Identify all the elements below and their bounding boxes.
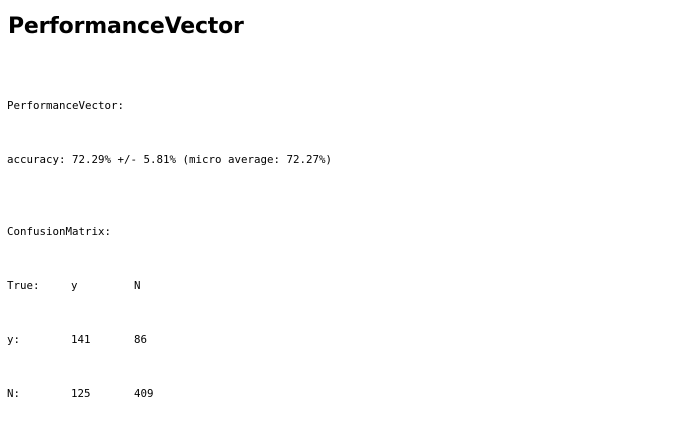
output-header: PerformanceVector: bbox=[7, 99, 125, 112]
matrix-header-cell: True: bbox=[7, 279, 40, 292]
matrix-cell: 86 bbox=[134, 333, 148, 346]
matrix-cell: 409 bbox=[134, 387, 154, 400]
matrix-cell: 125 bbox=[71, 387, 91, 400]
matrix-header-cell: N bbox=[134, 279, 141, 292]
confusion-matrix-row: y: 141 86 bbox=[7, 331, 508, 349]
matrix-row-label: N: bbox=[7, 387, 21, 400]
performance-vector-output: PerformanceVector: accuracy: 72.29% +/- … bbox=[7, 61, 508, 438]
confusion-matrix-header-row: True: y N bbox=[7, 277, 508, 295]
matrix-header-cell: y bbox=[71, 279, 78, 292]
matrix-row-label: y: bbox=[7, 333, 21, 346]
page-title: PerformanceVector bbox=[8, 14, 244, 39]
confusion-matrix-row: N: 125 409 bbox=[7, 385, 508, 403]
accuracy-line: accuracy: 72.29% +/- 5.81% (micro averag… bbox=[7, 153, 333, 166]
matrix-cell: 141 bbox=[71, 333, 91, 346]
confusion-matrix-title: ConfusionMatrix: bbox=[7, 225, 112, 238]
